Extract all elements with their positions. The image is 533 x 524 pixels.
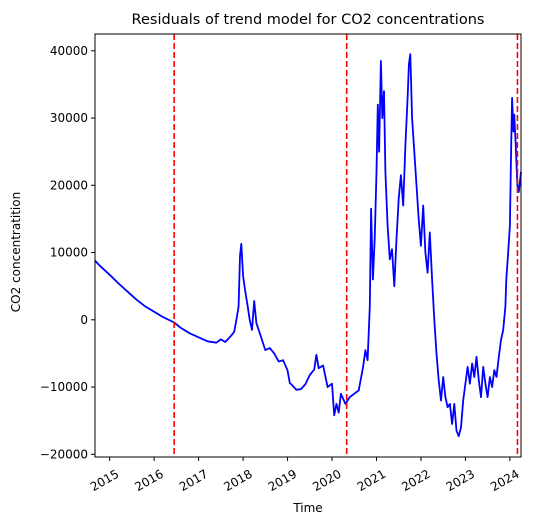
y-tick-label: 30000 bbox=[50, 111, 88, 125]
y-tick-label: 40000 bbox=[50, 44, 88, 58]
x-tick-label: 2020 bbox=[310, 467, 343, 494]
x-tick-label: 2019 bbox=[266, 467, 299, 494]
x-tick-label: 2023 bbox=[444, 467, 477, 494]
x-tick-label: 2016 bbox=[132, 467, 165, 494]
axes-frame bbox=[94, 33, 522, 458]
x-tick-label: 2018 bbox=[221, 467, 254, 494]
x-tick-label: 2017 bbox=[177, 467, 210, 494]
x-axis: 2015 2016 2017 2018 2019 2020 2021 2022 2023 2024 bbox=[88, 457, 522, 494]
x-tick-label: 2015 bbox=[88, 467, 121, 494]
y-tick-label: 10000 bbox=[50, 246, 88, 260]
series-line bbox=[94, 53, 522, 438]
y-axis-label: CO2 concentratition bbox=[9, 192, 23, 312]
y-tick-label: −20000 bbox=[40, 447, 88, 461]
plot-area bbox=[94, 33, 522, 458]
y-tick-label: 0 bbox=[80, 313, 88, 327]
x-axis-label: Time bbox=[292, 501, 322, 515]
y-tick-label: −10000 bbox=[40, 380, 88, 394]
y-tick-label: 20000 bbox=[50, 178, 88, 192]
x-tick-label: 2021 bbox=[355, 467, 388, 494]
vertical-markers bbox=[173, 34, 519, 457]
y-axis: −20000 −10000 0 10000 20000 30000 40000 bbox=[40, 44, 95, 461]
x-tick-label: 2022 bbox=[399, 467, 432, 494]
chart-title: Residuals of trend model for CO2 concent… bbox=[132, 12, 485, 28]
x-tick-label: 2024 bbox=[488, 467, 521, 494]
